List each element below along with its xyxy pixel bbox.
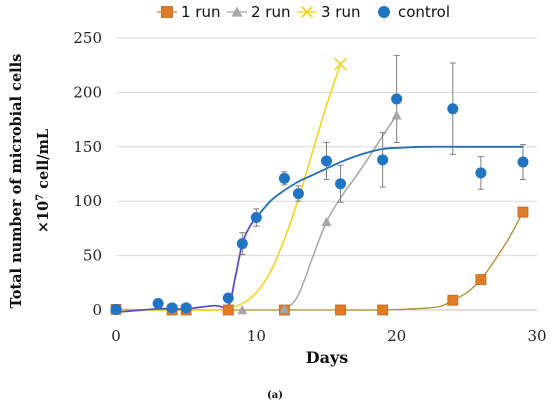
x-tick-label: 0: [111, 327, 121, 345]
data-point-2-run: [237, 305, 248, 315]
data-point-control: [110, 303, 122, 315]
legend-item-1-run: 1 run: [157, 3, 221, 21]
legend-item-2-run: 2 run: [227, 3, 291, 21]
data-point-1-run: [517, 206, 529, 218]
x-tick-label: 10: [247, 327, 266, 345]
y-axis-unit: ×107 cell/mL: [35, 129, 53, 233]
data-point-1-run: [475, 274, 487, 285]
data-point-control: [475, 167, 487, 179]
data-point-1-run: [377, 304, 389, 316]
data-point-control: [447, 103, 459, 115]
x-marker-stroke: [333, 57, 348, 71]
legend-marker: [161, 6, 173, 18]
x-marker-stroke: [300, 5, 314, 19]
data-point-3-run: [333, 57, 348, 71]
legend-marker: [300, 5, 314, 19]
data-point-2-run: [279, 303, 290, 314]
fit-curve-1-run: [115, 211, 524, 311]
fit-curve-control-early: [115, 216, 258, 314]
legend-item-3-run: 3 run: [297, 3, 361, 21]
data-point-2-run: [321, 216, 332, 227]
data-point-control: [321, 155, 332, 167]
y-tick-label: 200: [73, 83, 102, 101]
fit-curve-2-run: [281, 114, 398, 311]
data-point-control: [250, 212, 262, 224]
data-point-control: [166, 302, 178, 314]
y-axis-title: Total number of microbial cells: [8, 54, 25, 309]
y-tick-label: 0: [92, 301, 102, 319]
data-point-control: [278, 172, 290, 184]
legend-label: control: [398, 3, 450, 21]
data-point-1-run: [335, 304, 346, 316]
x-tick-label: 30: [527, 327, 546, 345]
y-tick-label: 100: [73, 192, 102, 210]
x-tick-label: 20: [387, 327, 406, 345]
x-axis-title: Days: [306, 348, 349, 367]
data-point-control: [236, 238, 248, 250]
figure-caption: (a): [267, 390, 283, 401]
legend-item-control: control: [378, 3, 450, 21]
legend-label: 1 run: [181, 3, 221, 21]
data-point-control: [152, 297, 164, 309]
data-point-control: [180, 302, 192, 314]
y-tick-label: 150: [73, 138, 102, 156]
y-axis-unit-exponent: 7: [35, 194, 46, 201]
y-tick-label: 50: [83, 247, 102, 265]
data-point-1-run: [447, 294, 459, 306]
legend-marker: [231, 6, 243, 17]
legend-label: 3 run: [321, 3, 361, 21]
data-point-control: [222, 292, 234, 304]
data-point-2-run: [391, 110, 402, 120]
data-point-1-run: [222, 304, 234, 316]
data-point-control: [377, 154, 389, 166]
fit-curve-control: [255, 145, 523, 219]
data-point-control: [391, 93, 403, 105]
data-point-control: [517, 156, 529, 168]
legend-label: 2 run: [251, 3, 291, 21]
y-tick-label: 250: [73, 29, 102, 47]
data-point-control: [335, 178, 347, 190]
data-point-control: [292, 188, 304, 200]
legend-marker: [378, 6, 390, 18]
